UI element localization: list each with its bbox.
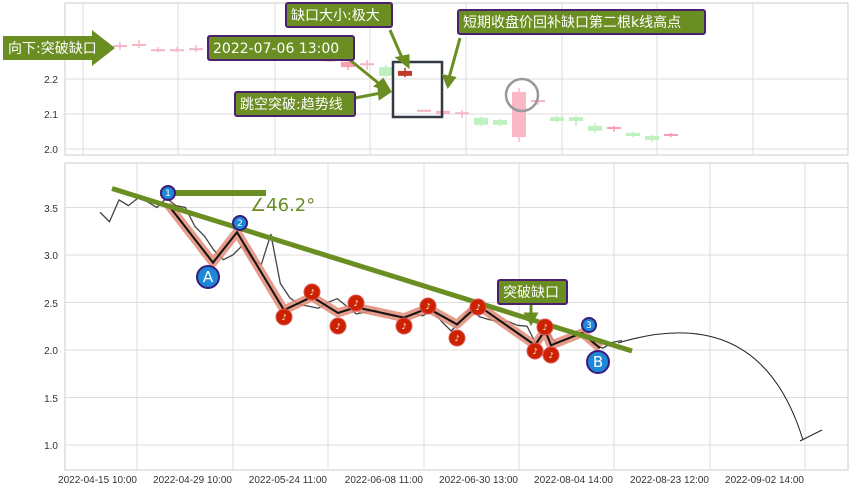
note-marker-glyph: ♪: [548, 351, 553, 360]
gap-size-callout: [285, 2, 393, 28]
break-gap-label: 突破缺口: [503, 285, 559, 301]
note-marker: [395, 317, 413, 335]
wave-label: 2: [237, 219, 243, 229]
gap-size-label: 缺口大小:极大: [291, 8, 380, 24]
y-tick: 3.5: [44, 204, 58, 215]
x-tick: 2022-04-29 10:00: [153, 475, 232, 486]
top-panel-grid: [64, 2, 849, 156]
candle-body: [189, 48, 203, 51]
note-marker-glyph: ♪: [425, 302, 430, 311]
note-marker: [469, 298, 487, 316]
x-tick: 2022-05-24 11:00: [249, 475, 328, 486]
candle-body: [455, 112, 469, 115]
direction-arrow: [3, 30, 115, 66]
y-tick: 2.0: [44, 346, 58, 357]
y-tick-top: 2.0: [44, 145, 58, 156]
note-marker: [329, 317, 347, 335]
wave-marker: [581, 317, 597, 333]
gap-date-label: 2022-07-06 13:00: [213, 41, 339, 57]
gap-break-callout: [234, 91, 356, 117]
y-tick-top: 2.1: [44, 110, 58, 121]
bottom-panel-grid: [64, 162, 849, 471]
note-marker: [347, 294, 365, 312]
wave-label: 3: [586, 321, 592, 331]
y-tick: 3.0: [44, 251, 58, 262]
candle-body: [151, 49, 165, 52]
candle-body: [493, 119, 507, 125]
wave-marker: [586, 350, 610, 374]
y-tick: 1.5: [44, 394, 58, 405]
candle-body: [550, 117, 564, 121]
note-marker: [536, 318, 554, 336]
note-marker-glyph: ♪: [542, 323, 547, 332]
highlight-circle: [504, 77, 540, 113]
note-marker-glyph: ♪: [454, 334, 459, 343]
fill-note-label: 短期收盘价回补缺口第二根k线高点: [463, 14, 681, 31]
wave-label: B: [593, 353, 603, 371]
candle-body: [132, 44, 146, 46]
candle-body: [379, 67, 393, 76]
gap-box: [391, 60, 444, 119]
fill-note-callout: [457, 9, 706, 35]
note-marker-glyph: ♪: [309, 288, 314, 297]
trendline: [111, 186, 633, 354]
projection-end: [799, 429, 823, 442]
candlesticks: [113, 40, 678, 142]
candle-body: [512, 91, 526, 138]
wave-markers: ♪ ♪ ♪ ♪ ♪ ♪ ♪ ♪ ♪ ♪ ♪ 1 2 3 A B: [160, 185, 610, 374]
candle-body: [664, 133, 678, 137]
line-series: [99, 186, 823, 442]
note-marker: [526, 342, 544, 360]
note-marker-glyph: ♪: [475, 303, 480, 312]
x-tick: 2022-06-30 13:00: [439, 475, 518, 486]
candle-body: [588, 125, 602, 131]
candle-body: [341, 61, 355, 68]
candle-body: [645, 136, 659, 140]
note-marker: [419, 297, 437, 315]
x-tick: 2022-04-15 10:00: [58, 475, 137, 486]
break-gap-callout: [497, 279, 568, 305]
note-marker-glyph: ♪: [335, 322, 340, 331]
note-marker: [303, 283, 321, 301]
wave-label: 1: [165, 189, 171, 199]
x-tick: 2022-08-04 14:00: [534, 475, 613, 486]
candle-body: [170, 49, 184, 52]
note-marker: [542, 346, 560, 364]
direction-label: 向下:突破缺口: [8, 41, 97, 57]
y-tick-top: 2.2: [44, 75, 58, 86]
gap-break-label: 跳空突破:趋势线: [240, 97, 343, 113]
note-marker: [275, 308, 293, 326]
wave-marker: [160, 185, 176, 201]
note-marker-glyph: ♪: [281, 313, 286, 322]
note-marker-glyph: ♪: [401, 322, 406, 331]
x-tick: 2022-06-08 11:00: [345, 475, 424, 486]
candle-body: [474, 117, 488, 125]
candle-body: [417, 109, 431, 112]
candle-body: [398, 70, 412, 76]
candle-body: [360, 63, 374, 66]
y-tick: 1.0: [44, 441, 58, 452]
x-tick: 2022-09-02 14:00: [725, 475, 804, 486]
note-marker-glyph: ♪: [353, 299, 358, 308]
angle-label: ∠46.2°: [250, 195, 315, 216]
candle-body: [626, 132, 640, 137]
wave-label: A: [203, 268, 214, 286]
candle-body: [113, 45, 127, 48]
x-tick: 2022-08-23 12:00: [630, 475, 709, 486]
wave-marker: [232, 215, 248, 231]
wave-marker: [196, 265, 220, 289]
callout-arrows: [349, 29, 539, 327]
note-marker: [448, 329, 466, 347]
candle-body: [569, 117, 583, 121]
projection-arc: [617, 332, 804, 441]
zigzag-line: [167, 204, 601, 349]
candle-body: [607, 126, 621, 130]
gap-date-callout: [207, 35, 355, 61]
bottom-frame: [64, 162, 849, 471]
y-tick: 2.5: [44, 299, 58, 310]
note-marker-glyph: ♪: [532, 347, 537, 356]
